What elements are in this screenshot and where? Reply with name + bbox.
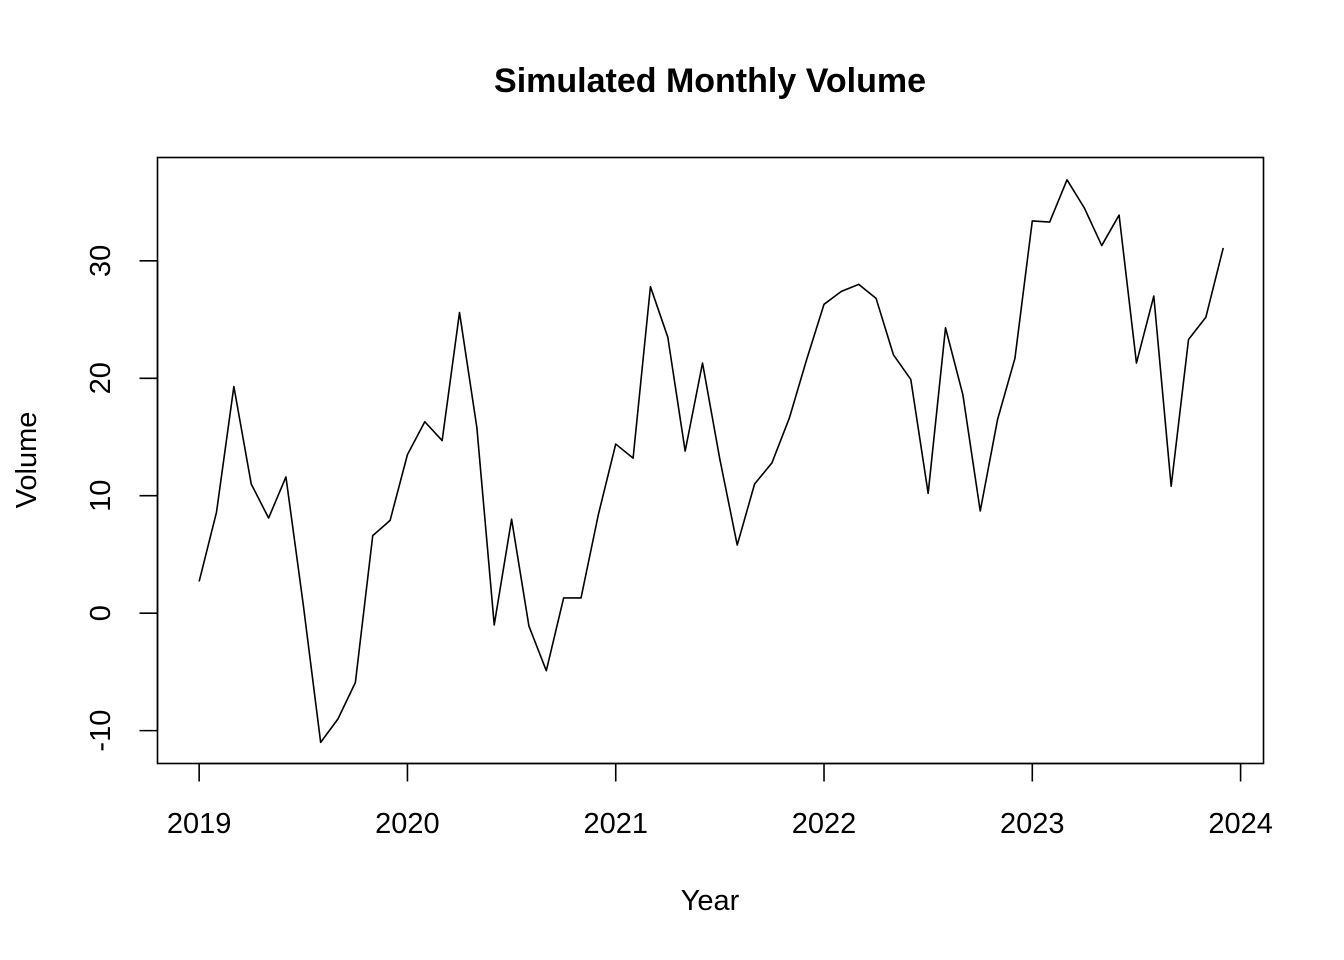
y-tick-label: 20 <box>85 362 117 394</box>
series-layer <box>198 179 1225 744</box>
series-line-1 <box>198 179 1225 744</box>
x-axis: 2019 2020 2021 2022 2023 2024 <box>167 762 1273 840</box>
x-axis-label: Year <box>681 885 740 917</box>
y-tick-label: 0 <box>85 605 117 621</box>
y-tick-label: 30 <box>85 245 117 277</box>
y-axis-label: Volume <box>11 412 43 509</box>
x-tick-label: 2020 <box>375 808 440 840</box>
y-tick-label: 10 <box>85 480 117 512</box>
chart-title: Simulated Monthly Volume <box>494 62 926 100</box>
plot-frame <box>156 156 1265 765</box>
y-tick-label: -10 <box>85 710 117 752</box>
x-tick-label: 2022 <box>792 808 857 840</box>
x-tick-label: 2024 <box>1208 808 1273 840</box>
y-axis: -10 0 10 20 30 <box>85 245 159 752</box>
x-tick-label: 2023 <box>1000 808 1065 840</box>
x-tick-label: 2019 <box>167 808 232 840</box>
x-tick-label: 2021 <box>583 808 648 840</box>
